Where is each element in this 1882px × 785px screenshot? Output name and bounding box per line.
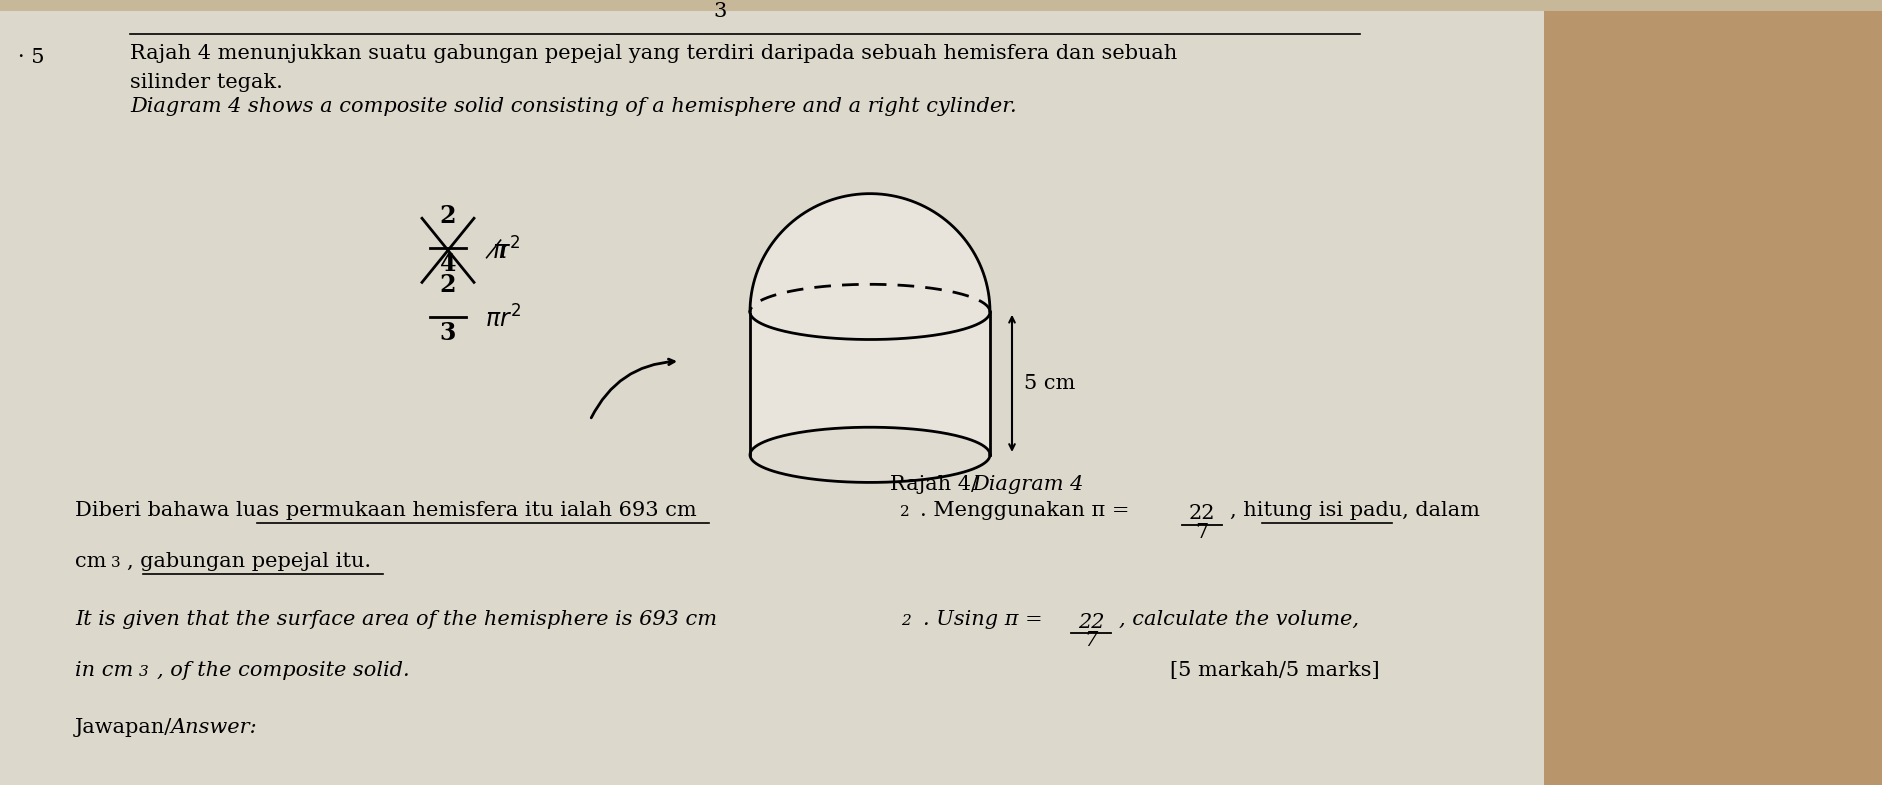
Polygon shape: [749, 427, 990, 483]
Text: 2: 2: [900, 505, 909, 519]
Text: 22: 22: [1188, 504, 1214, 523]
Text: Diagram 4 shows a composite solid consisting of a hemisphere and a right cylinde: Diagram 4 shows a composite solid consis…: [130, 97, 1016, 116]
Text: silinder tegak.: silinder tegak.: [130, 73, 282, 93]
Polygon shape: [749, 194, 990, 312]
Text: 2: 2: [440, 204, 455, 228]
Text: in cm: in cm: [75, 661, 134, 680]
Text: $\pi r^2$: $\pi r^2$: [486, 305, 521, 332]
Text: It is given that the surface area of the hemisphere is 693 cm: It is given that the surface area of the…: [75, 610, 717, 629]
Text: 4: 4: [440, 252, 455, 276]
Text: , hitung isi padu, dalam: , hitung isi padu, dalam: [1229, 501, 1479, 520]
Text: · 5: · 5: [19, 48, 45, 67]
Text: 3: 3: [139, 665, 149, 679]
Text: 3: 3: [111, 557, 120, 571]
Text: , gabungan pepejal itu.: , gabungan pepejal itu.: [126, 553, 371, 571]
Text: , calculate the volume,: , calculate the volume,: [1118, 610, 1359, 629]
Text: Diberi bahawa luas permukaan hemisfera itu ialah 693 cm: Diberi bahawa luas permukaan hemisfera i…: [75, 501, 696, 520]
Text: 3: 3: [713, 2, 726, 21]
FancyBboxPatch shape: [1543, 11, 1882, 785]
Text: 5 cm: 5 cm: [1024, 374, 1075, 392]
Text: cm: cm: [75, 553, 107, 571]
Text: Answer:: Answer:: [171, 718, 258, 737]
Text: $\pi\!\not\!r^2$: $\pi\!\not\!r^2$: [486, 236, 519, 264]
Text: Diagram 4: Diagram 4: [971, 475, 1082, 494]
FancyBboxPatch shape: [749, 312, 990, 455]
Text: , of the composite solid.: , of the composite solid.: [156, 661, 410, 680]
Text: 2: 2: [440, 273, 455, 298]
Text: . Using π =: . Using π =: [922, 610, 1048, 629]
Text: 7: 7: [1084, 631, 1097, 650]
Text: [5 markah/5 marks]: [5 markah/5 marks]: [1171, 661, 1380, 680]
Text: Rajah 4/: Rajah 4/: [890, 475, 977, 494]
Text: . Menggunakan π =: . Menggunakan π =: [920, 501, 1135, 520]
Text: Rajah 4 menunjukkan suatu gabungan pepejal yang terdiri daripada sebuah hemisfer: Rajah 4 menunjukkan suatu gabungan pepej…: [130, 44, 1176, 63]
Text: 22: 22: [1077, 612, 1103, 631]
Text: 2: 2: [900, 614, 911, 627]
FancyBboxPatch shape: [0, 11, 1543, 785]
Text: Jawapan/: Jawapan/: [75, 718, 171, 737]
Text: 3: 3: [440, 321, 455, 345]
Text: 7: 7: [1195, 523, 1208, 542]
